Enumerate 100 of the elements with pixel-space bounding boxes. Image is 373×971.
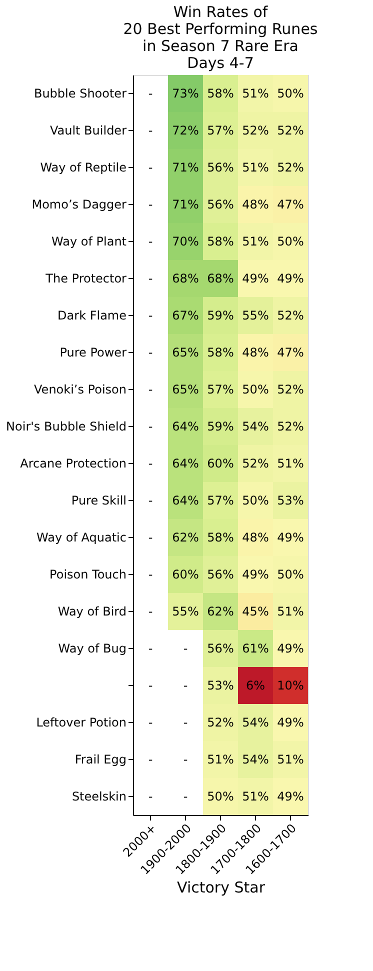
data-label: 60% xyxy=(207,456,234,470)
data-label: 56% xyxy=(207,568,234,582)
data-label: 58% xyxy=(207,86,234,100)
data-label: 51% xyxy=(242,160,269,174)
data-label: 60% xyxy=(172,568,199,582)
data-label: 64% xyxy=(172,494,199,508)
data-label: 64% xyxy=(172,420,199,434)
data-label: 57% xyxy=(207,124,234,138)
data-label: 52% xyxy=(242,124,269,138)
data-label: 47% xyxy=(277,346,304,360)
data-label: 50% xyxy=(277,568,304,582)
x-axis-title: Victory Star xyxy=(177,878,266,897)
data-label: 51% xyxy=(242,234,269,248)
data-label: 52% xyxy=(277,160,304,174)
y-tick-label: Poison Touch xyxy=(50,568,126,582)
text: - xyxy=(148,382,153,396)
data-label: 50% xyxy=(277,86,304,100)
y-tick-label: Frail Egg xyxy=(74,752,126,766)
data-label: 70% xyxy=(172,234,199,248)
data-label: 71% xyxy=(172,198,199,212)
data-label: 54% xyxy=(242,752,269,766)
y-tick-label: Noir's Bubble Shield xyxy=(6,420,126,434)
data-label: 59% xyxy=(207,420,234,434)
data-label: 52% xyxy=(277,420,304,434)
data-label: 51% xyxy=(242,790,269,804)
data-label: 49% xyxy=(277,272,304,286)
data-label: 57% xyxy=(207,382,234,396)
data-label: 6% xyxy=(246,678,266,692)
data-label: 53% xyxy=(277,494,304,508)
text: - xyxy=(148,604,153,618)
data-label: 49% xyxy=(242,568,269,582)
text: - xyxy=(183,642,188,656)
y-tick-label: Way of Aquatic xyxy=(36,530,126,544)
data-label: 65% xyxy=(172,346,199,360)
y-tick-label: Way of Reptile xyxy=(40,160,126,174)
y-tick-label: Venoki’s Poison xyxy=(34,382,126,396)
data-label: 61% xyxy=(242,642,269,656)
data-label: 56% xyxy=(207,642,234,656)
data-label: 47% xyxy=(277,198,304,212)
data-label: 68% xyxy=(172,272,199,286)
data-label: 45% xyxy=(242,604,269,618)
text: - xyxy=(148,494,153,508)
y-tick-label: Leftover Potion xyxy=(36,716,126,730)
data-label: 50% xyxy=(242,382,269,396)
data-label: 48% xyxy=(242,530,269,544)
data-label: 51% xyxy=(277,456,304,470)
data-label: 50% xyxy=(207,790,234,804)
y-tick-label: Pure Power xyxy=(60,346,127,360)
data-label: 49% xyxy=(277,530,304,544)
data-label: 51% xyxy=(207,752,234,766)
data-label: 52% xyxy=(207,716,234,730)
data-label: 62% xyxy=(172,530,199,544)
text: - xyxy=(148,234,153,248)
text: - xyxy=(183,790,188,804)
text: - xyxy=(148,568,153,582)
y-tick-label: Way of Bird xyxy=(58,604,126,618)
data-label: 49% xyxy=(277,790,304,804)
data-label: 57% xyxy=(207,494,234,508)
y-tick-label: Vault Builder xyxy=(50,124,127,138)
data-label: 64% xyxy=(172,456,199,470)
data-label: 49% xyxy=(277,716,304,730)
data-label: 56% xyxy=(207,160,234,174)
text: - xyxy=(148,642,153,656)
text: - xyxy=(148,308,153,322)
data-label: 50% xyxy=(242,494,269,508)
data-label: 50% xyxy=(277,234,304,248)
text: - xyxy=(148,716,153,730)
data-label: 59% xyxy=(207,308,234,322)
data-label: 72% xyxy=(172,124,199,138)
y-tick-label: Arcane Protection xyxy=(20,456,126,470)
text: - xyxy=(183,678,188,692)
data-label: 52% xyxy=(277,308,304,322)
text: - xyxy=(148,752,153,766)
text: - xyxy=(148,678,153,692)
data-label: 49% xyxy=(242,272,269,286)
data-label: 55% xyxy=(242,308,269,322)
data-label: 73% xyxy=(172,86,199,100)
chart-title: Win Rates of 20 Best Performing Runes in Season 7 Rare Era Days 4-7 xyxy=(123,3,318,72)
data-label: 51% xyxy=(277,604,304,618)
data-label: 49% xyxy=(277,642,304,656)
text: - xyxy=(148,160,153,174)
data-label: 56% xyxy=(207,198,234,212)
text: - xyxy=(148,346,153,360)
text: - xyxy=(148,198,153,212)
data-label: 54% xyxy=(242,420,269,434)
data-label: 68% xyxy=(207,272,234,286)
data-label: 58% xyxy=(207,346,234,360)
text: - xyxy=(148,790,153,804)
text: - xyxy=(183,716,188,730)
data-label: 10% xyxy=(277,678,304,692)
y-tick-label: The Protector xyxy=(44,272,127,286)
text: - xyxy=(148,420,153,434)
data-label: 52% xyxy=(277,382,304,396)
data-label: 58% xyxy=(207,234,234,248)
y-tick-label: Pure Skill xyxy=(71,494,126,508)
text: - xyxy=(148,124,153,138)
data-label: 65% xyxy=(172,382,199,396)
y-tick-label: Dark Flame xyxy=(58,308,126,322)
y-tick-label: Steelskin xyxy=(72,790,126,804)
data-label: 48% xyxy=(242,198,269,212)
